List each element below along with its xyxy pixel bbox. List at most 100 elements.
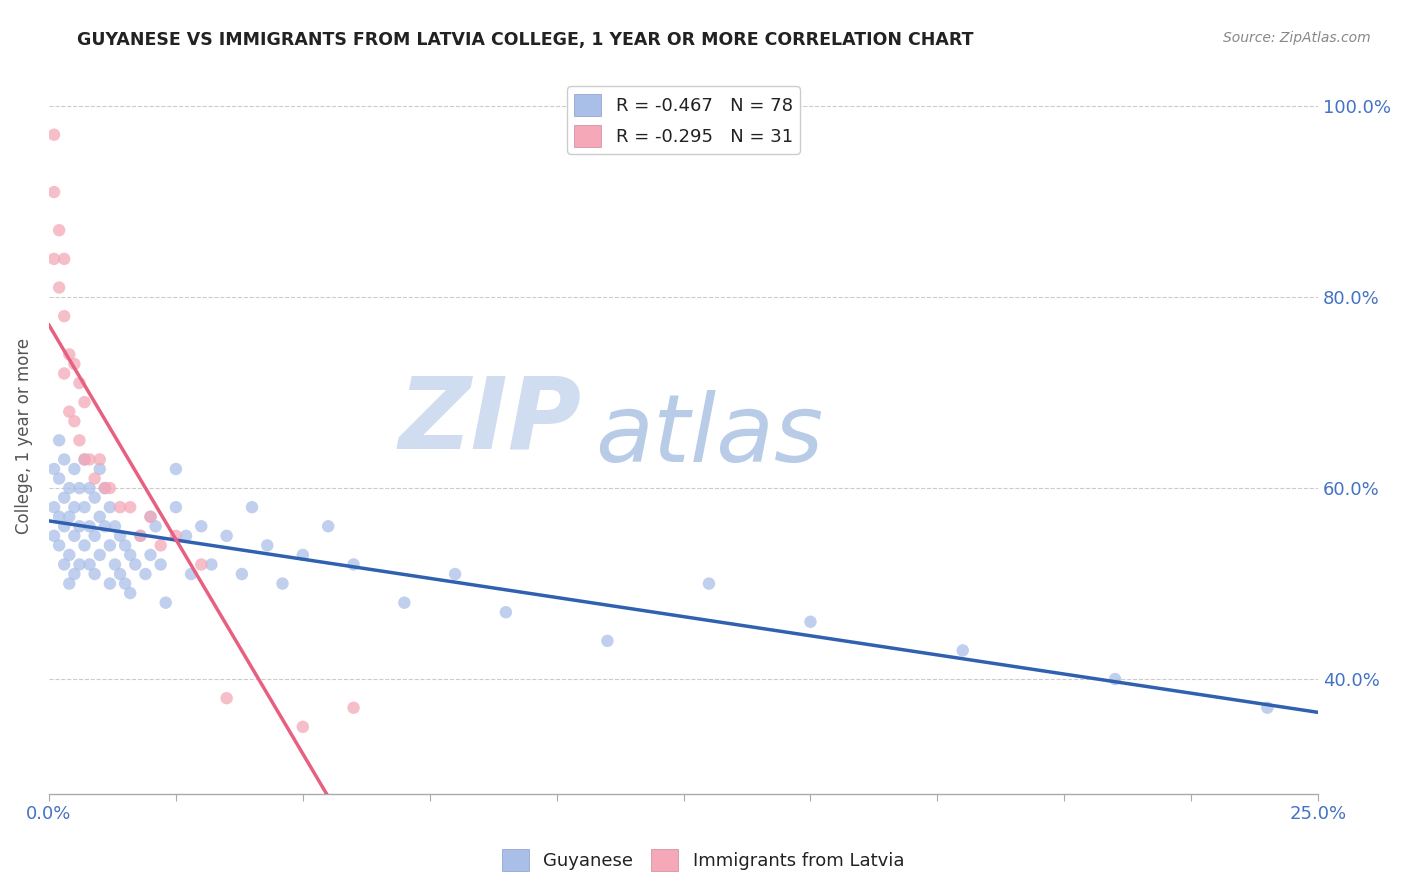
Point — [73, 452, 96, 467]
Point — [215, 691, 238, 706]
Point — [108, 567, 131, 582]
Point — [240, 500, 263, 515]
Point — [48, 538, 70, 552]
Point — [108, 529, 131, 543]
Point — [165, 529, 187, 543]
Text: Source: ZipAtlas.com: Source: ZipAtlas.com — [1223, 31, 1371, 45]
Point — [697, 576, 720, 591]
Point — [149, 538, 172, 552]
Point — [799, 615, 821, 629]
Point — [89, 548, 111, 562]
Point — [48, 471, 70, 485]
Point — [165, 500, 187, 515]
Point — [73, 538, 96, 552]
Point — [342, 558, 364, 572]
Point — [94, 481, 117, 495]
Point — [73, 500, 96, 515]
Point — [83, 529, 105, 543]
Point — [1104, 672, 1126, 686]
Legend: R = -0.467   N = 78, R = -0.295   N = 31: R = -0.467 N = 78, R = -0.295 N = 31 — [567, 87, 800, 154]
Point — [58, 405, 80, 419]
Point — [104, 558, 127, 572]
Point — [67, 558, 90, 572]
Point — [94, 519, 117, 533]
Point — [67, 434, 90, 448]
Point — [394, 596, 416, 610]
Point — [98, 538, 121, 552]
Point — [200, 558, 222, 572]
Point — [58, 576, 80, 591]
Point — [53, 491, 76, 505]
Point — [53, 519, 76, 533]
Point — [63, 567, 86, 582]
Point — [89, 509, 111, 524]
Point — [48, 223, 70, 237]
Point — [42, 185, 65, 199]
Point — [190, 519, 212, 533]
Point — [42, 252, 65, 266]
Point — [63, 500, 86, 515]
Point — [89, 462, 111, 476]
Point — [114, 576, 136, 591]
Legend: Guyanese, Immigrants from Latvia: Guyanese, Immigrants from Latvia — [495, 842, 911, 879]
Point — [120, 548, 142, 562]
Point — [1256, 700, 1278, 714]
Point — [108, 500, 131, 515]
Point — [596, 633, 619, 648]
Point — [53, 367, 76, 381]
Point — [129, 529, 152, 543]
Point — [180, 567, 202, 582]
Point — [120, 586, 142, 600]
Point — [104, 519, 127, 533]
Point — [215, 529, 238, 543]
Point — [79, 558, 101, 572]
Point — [139, 548, 162, 562]
Point — [114, 538, 136, 552]
Point — [63, 357, 86, 371]
Point — [94, 481, 117, 495]
Point — [444, 567, 467, 582]
Point — [190, 558, 212, 572]
Point — [83, 471, 105, 485]
Point — [42, 529, 65, 543]
Point — [48, 280, 70, 294]
Point — [256, 538, 278, 552]
Point — [53, 309, 76, 323]
Point — [79, 452, 101, 467]
Point — [134, 567, 156, 582]
Text: GUYANESE VS IMMIGRANTS FROM LATVIA COLLEGE, 1 YEAR OR MORE CORRELATION CHART: GUYANESE VS IMMIGRANTS FROM LATVIA COLLE… — [77, 31, 974, 49]
Point — [48, 509, 70, 524]
Point — [48, 434, 70, 448]
Point — [129, 529, 152, 543]
Point — [53, 558, 76, 572]
Point — [89, 452, 111, 467]
Point — [155, 596, 177, 610]
Point — [42, 500, 65, 515]
Point — [53, 452, 76, 467]
Point — [53, 252, 76, 266]
Y-axis label: College, 1 year or more: College, 1 year or more — [15, 337, 32, 533]
Point — [124, 558, 146, 572]
Point — [58, 548, 80, 562]
Point — [139, 509, 162, 524]
Point — [58, 509, 80, 524]
Point — [495, 605, 517, 619]
Point — [98, 576, 121, 591]
Point — [120, 500, 142, 515]
Point — [67, 519, 90, 533]
Point — [316, 519, 339, 533]
Point — [231, 567, 253, 582]
Point — [58, 481, 80, 495]
Point — [63, 529, 86, 543]
Point — [42, 462, 65, 476]
Point — [165, 462, 187, 476]
Point — [73, 395, 96, 409]
Point — [83, 491, 105, 505]
Point — [63, 414, 86, 428]
Point — [145, 519, 167, 533]
Point — [98, 500, 121, 515]
Point — [291, 720, 314, 734]
Point — [79, 481, 101, 495]
Point — [952, 643, 974, 657]
Point — [67, 481, 90, 495]
